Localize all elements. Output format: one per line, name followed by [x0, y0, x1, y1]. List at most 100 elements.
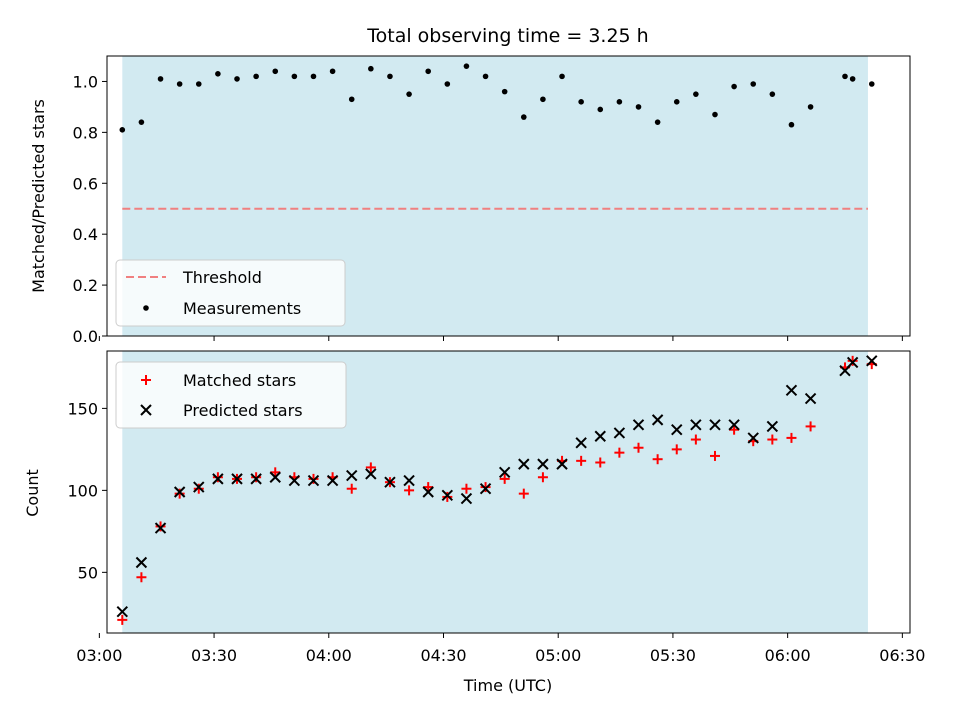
predicted-star-point: [154, 522, 167, 534]
predicted-star-point: [518, 458, 530, 470]
matched-star-point: [270, 467, 281, 478]
measurement-point: [406, 91, 412, 97]
matched-star-point: [633, 442, 644, 453]
top-y-tick-label: 0.8: [73, 123, 98, 142]
top-y-tick-label: 0.2: [73, 276, 98, 295]
matched-star-point: [442, 491, 453, 502]
bottom-y-tick-label: 100: [67, 481, 98, 500]
predicted-star-point: [403, 474, 415, 487]
measurement-point: [501, 88, 508, 95]
matched-star-point: [671, 444, 682, 455]
measurement-point: [310, 73, 317, 80]
bottom-y-tick-label: 50: [78, 563, 98, 582]
x-tick-label: 03:30: [191, 646, 237, 665]
matched-star-point: [404, 485, 415, 496]
predicted-star-point: [307, 474, 320, 487]
matched-star-point: [652, 454, 663, 465]
matched-star-point: [117, 614, 128, 625]
measurement-point: [444, 81, 451, 87]
measurement-point: [635, 104, 642, 110]
measurement-point: [482, 73, 489, 80]
measurement-point: [176, 81, 183, 87]
matched-star-point: [786, 432, 797, 443]
legend-predicted-swatch: [140, 404, 152, 416]
predicted-star-point: [556, 458, 568, 470]
predicted-star-point: [346, 469, 358, 482]
predicted-star-point: [365, 468, 377, 480]
predicted-star-point: [460, 492, 473, 505]
matched-star-point: [767, 434, 778, 445]
measurement-point: [463, 63, 470, 69]
measurement-point: [731, 83, 737, 90]
x-tick-label: 05:00: [535, 646, 581, 665]
predicted-star-point: [709, 419, 721, 431]
predicted-star-point: [613, 427, 626, 439]
measurement-point: [807, 104, 814, 110]
matched-star-point: [614, 447, 625, 458]
legend-measurements-label: Measurements: [183, 299, 301, 318]
measurement-point: [769, 91, 776, 97]
matched-star-point: [423, 482, 434, 493]
predicted-star-point: [804, 392, 817, 405]
measurement-point: [368, 65, 374, 72]
top-y-tick-label: 0.0: [73, 327, 98, 346]
predicted-star-point: [671, 423, 683, 436]
matched-star-point: [155, 521, 166, 532]
matched-star-point: [308, 473, 319, 484]
predicted-star-point: [384, 476, 396, 488]
top-y-tick-label: 0.4: [73, 225, 98, 244]
matched-star-point: [847, 355, 858, 366]
matched-star-point: [537, 472, 548, 483]
measurement-point: [234, 76, 240, 82]
measurement-point: [253, 73, 259, 80]
predicted-star-point: [441, 489, 454, 501]
predicted-star-point: [212, 473, 224, 485]
matched-star-point: [709, 450, 720, 461]
top-y-axis-label: Matched/Predicted stars: [29, 99, 48, 293]
measurement-point: [387, 73, 393, 80]
x-tick-label: 06:00: [765, 646, 811, 665]
matched-star-point: [729, 424, 740, 435]
predicted-star-point: [766, 420, 779, 433]
measurement-point: [272, 68, 279, 75]
predicted-star-point: [866, 355, 878, 367]
predicted-star-point: [747, 432, 759, 444]
measurement-point: [195, 81, 202, 87]
bottom-legend-box: [115, 361, 347, 429]
predicted-star-point: [690, 419, 702, 431]
predicted-star-point: [651, 414, 664, 426]
measurement-point: [578, 99, 584, 105]
predicted-star-point: [594, 430, 606, 442]
measurement-point: [693, 91, 699, 97]
matched-star-point: [595, 457, 606, 468]
predicted-star-point: [728, 419, 740, 431]
legend-matched-swatch: [141, 375, 151, 385]
bottom-plot-frame: [106, 350, 911, 634]
predicted-star-point: [231, 473, 243, 485]
matched-star-point: [346, 483, 357, 494]
measurement-point: [597, 106, 604, 113]
legend-threshold-label: Threshold: [182, 268, 262, 287]
bottom-y-tick-label: 150: [67, 399, 98, 418]
x-axis-label: Time (UTC): [463, 676, 552, 695]
matched-star-point: [480, 482, 491, 493]
matched-star-point: [805, 421, 816, 432]
measurement-point: [138, 119, 145, 125]
measurement-point: [788, 121, 795, 128]
x-tick-label: 03:00: [76, 646, 122, 665]
matched-star-point: [174, 488, 185, 499]
measurement-point: [329, 68, 336, 75]
predicted-star-point: [498, 466, 511, 479]
predicted-star-point: [193, 481, 205, 493]
top-legend: Threshold Measurements: [115, 259, 346, 327]
matched-star-point: [251, 472, 262, 483]
x-tick-label: 06:30: [879, 646, 925, 665]
legend-matched-label: Matched stars: [183, 371, 296, 390]
top-y-tick-label: 0.6: [73, 174, 98, 193]
predicted-star-point: [479, 483, 492, 495]
matched-star-point: [461, 483, 472, 494]
top-y-tick-label: 1.0: [73, 72, 98, 91]
matched-star-point: [576, 455, 587, 466]
measurement-point: [119, 127, 126, 133]
predicted-star-point: [288, 474, 301, 487]
